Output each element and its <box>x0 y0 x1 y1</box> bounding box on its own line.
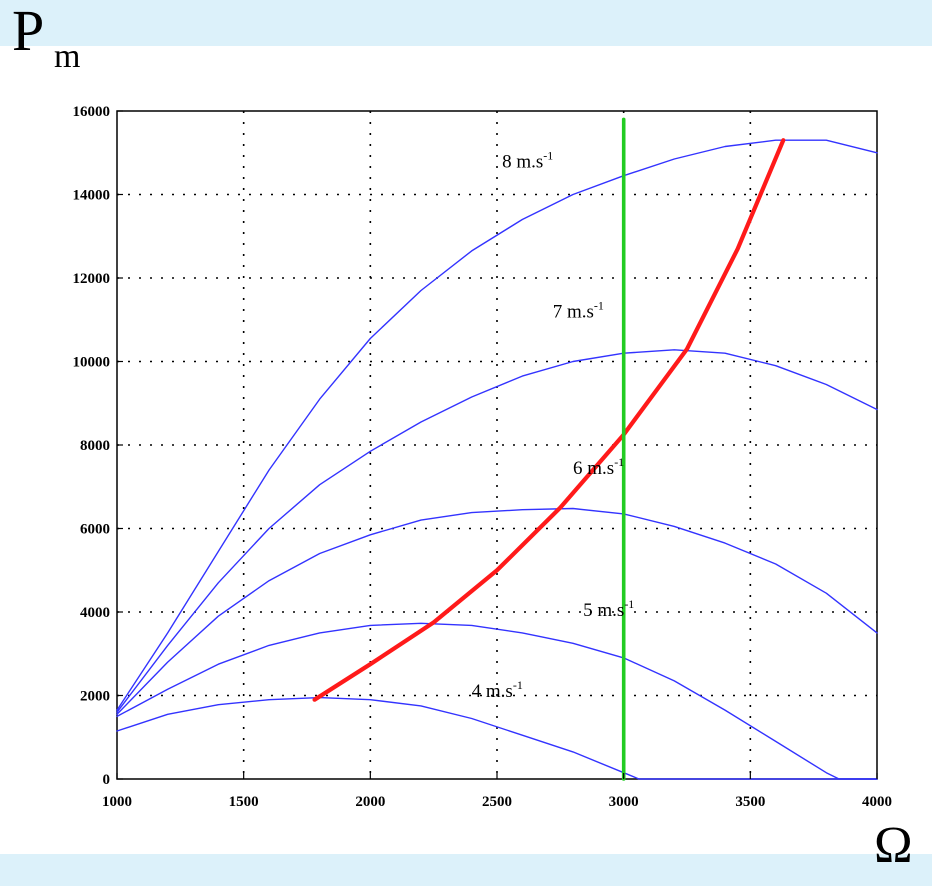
top-band <box>0 0 932 46</box>
curve-label-4: 4 m.s-1 <box>472 678 523 702</box>
series-line-3 <box>116 349 878 713</box>
y-tick-label: 12000 <box>73 271 111 287</box>
x-tick-label: 2500 <box>482 794 512 810</box>
series <box>116 117 878 781</box>
y-tick-label: 4000 <box>80 605 110 621</box>
series-line-4 <box>116 139 878 711</box>
curve-label-1: 7 m.s-1 <box>553 299 604 323</box>
x-tick-label: 3500 <box>735 794 765 810</box>
curve-label-3: 5 m.s-1 <box>583 597 634 621</box>
x-tick-label: 1000 <box>102 794 132 810</box>
series-line-5 <box>312 138 786 702</box>
y-axis-label: P <box>12 0 45 63</box>
x-tick-label: 2000 <box>355 794 385 810</box>
curve-annotations: 8 m.s-1 7 m.s-1 6 m.s-1 5 m.s-1 4 m.s-1 <box>472 148 635 702</box>
curve-label-2: 6 m.s-1 <box>573 455 624 479</box>
y-tick-label: 10000 <box>73 355 111 371</box>
y-tick-label: 6000 <box>80 522 110 538</box>
tick-labels: 1000 1500 2000 2500 3000 3500 4000 0 2000 4000 600… <box>73 104 893 810</box>
bottom-band <box>0 854 932 886</box>
y-tick-label: 14000 <box>73 188 111 204</box>
y-tick-label: 8000 <box>80 438 110 454</box>
series-line-1 <box>116 622 878 780</box>
curve-label-0: 8 m.s-1 <box>502 148 553 172</box>
grid <box>117 111 877 779</box>
series-line-2 <box>116 507 878 715</box>
x-tick-label: 1500 <box>229 794 259 810</box>
y-axis-label-subscript: m <box>54 38 81 75</box>
y-tick-label: 16000 <box>73 104 111 120</box>
y-tick-label: 0 <box>103 772 111 788</box>
x-tick-label: 4000 <box>862 794 892 810</box>
x-tick-label: 3000 <box>609 794 639 810</box>
x-axis-label: Ω <box>874 817 913 874</box>
y-tick-label: 2000 <box>80 689 110 705</box>
